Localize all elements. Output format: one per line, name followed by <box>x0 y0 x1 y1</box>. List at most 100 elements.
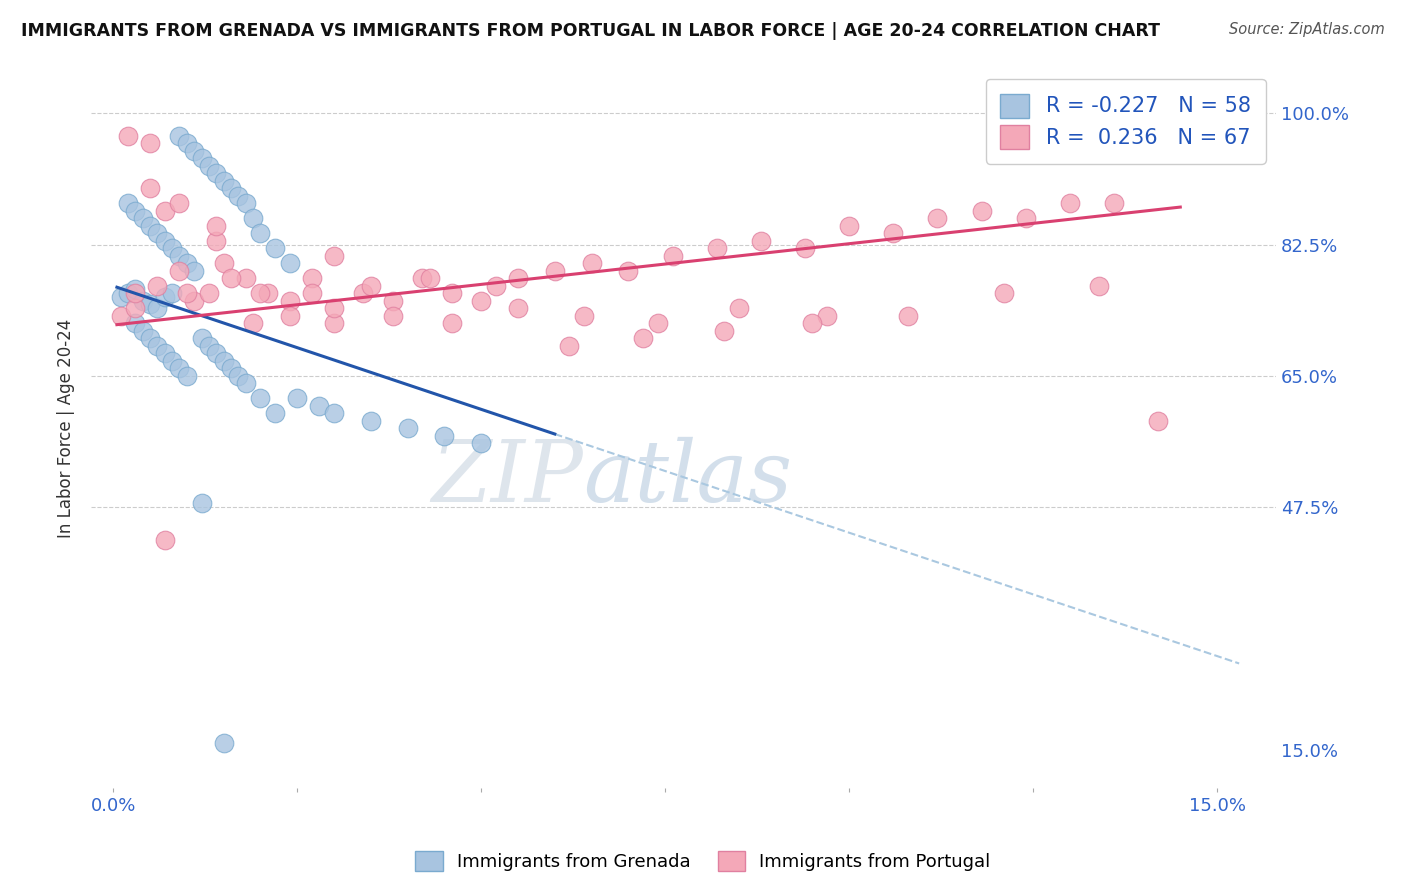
Point <box>183 293 205 308</box>
Point <box>1088 278 1111 293</box>
Text: atlas: atlas <box>583 437 792 520</box>
Point <box>124 316 146 330</box>
Point <box>323 406 346 420</box>
Point <box>219 271 242 285</box>
Point <box>198 286 221 301</box>
Text: Source: ZipAtlas.com: Source: ZipAtlas.com <box>1229 22 1385 37</box>
Point <box>153 234 176 248</box>
Point <box>228 189 250 203</box>
Point <box>249 286 271 301</box>
Point <box>396 421 419 435</box>
Point <box>574 309 596 323</box>
Point <box>713 324 735 338</box>
Point <box>153 290 176 304</box>
Point <box>360 413 382 427</box>
Point <box>235 196 257 211</box>
Point <box>558 338 581 352</box>
Point <box>706 241 728 255</box>
Point <box>219 361 242 376</box>
Point <box>131 211 153 226</box>
Point <box>433 428 456 442</box>
Point <box>301 271 323 285</box>
Point <box>146 278 169 293</box>
Point <box>153 203 176 218</box>
Point <box>749 234 772 248</box>
Point <box>285 391 308 405</box>
Point <box>794 241 817 255</box>
Point <box>219 181 242 195</box>
Point <box>617 264 640 278</box>
Point <box>117 286 139 301</box>
Point <box>249 391 271 405</box>
Point <box>360 278 382 293</box>
Point <box>212 736 235 750</box>
Point <box>183 144 205 158</box>
Point <box>212 256 235 270</box>
Point <box>153 346 176 360</box>
Point <box>419 271 441 285</box>
Point <box>139 136 162 151</box>
Point <box>470 436 492 450</box>
Text: IMMIGRANTS FROM GRENADA VS IMMIGRANTS FROM PORTUGAL IN LABOR FORCE | AGE 20-24 C: IMMIGRANTS FROM GRENADA VS IMMIGRANTS FR… <box>21 22 1160 40</box>
Point <box>205 166 228 180</box>
Point <box>993 286 1015 301</box>
Point <box>205 219 228 233</box>
Y-axis label: In Labor Force | Age 20-24: In Labor Force | Age 20-24 <box>58 318 75 538</box>
Point <box>169 249 191 263</box>
Legend: R = -0.227   N = 58, R =  0.236   N = 67: R = -0.227 N = 58, R = 0.236 N = 67 <box>986 78 1265 163</box>
Point <box>139 219 162 233</box>
Point <box>146 227 169 241</box>
Point <box>440 316 463 330</box>
Point <box>411 271 433 285</box>
Legend: Immigrants from Grenada, Immigrants from Portugal: Immigrants from Grenada, Immigrants from… <box>408 844 998 879</box>
Point <box>183 264 205 278</box>
Point <box>440 286 463 301</box>
Point <box>381 309 404 323</box>
Point <box>169 128 191 143</box>
Point <box>117 128 139 143</box>
Point <box>278 293 301 308</box>
Point <box>631 331 654 345</box>
Point <box>235 271 257 285</box>
Point <box>160 241 183 255</box>
Point <box>190 152 212 166</box>
Point <box>242 316 264 330</box>
Point <box>124 283 146 297</box>
Point <box>235 376 257 390</box>
Text: ZIP: ZIP <box>432 437 583 520</box>
Point <box>838 219 860 233</box>
Point <box>815 309 838 323</box>
Point <box>205 234 228 248</box>
Point <box>381 293 404 308</box>
Point <box>153 533 176 548</box>
Point <box>308 399 330 413</box>
Point <box>256 286 278 301</box>
Point <box>506 301 529 316</box>
Point <box>1059 196 1081 211</box>
Point <box>727 301 749 316</box>
Point <box>581 256 603 270</box>
Point <box>212 353 235 368</box>
Point <box>169 361 191 376</box>
Point <box>205 346 228 360</box>
Point <box>897 309 920 323</box>
Point <box>242 211 264 226</box>
Point <box>485 278 508 293</box>
Point <box>190 331 212 345</box>
Point <box>647 316 669 330</box>
Point <box>124 286 146 301</box>
Point <box>169 196 191 211</box>
Point <box>124 203 146 218</box>
Point <box>169 264 191 278</box>
Point <box>110 290 132 304</box>
Point <box>927 211 949 226</box>
Point <box>139 181 162 195</box>
Point <box>212 174 235 188</box>
Point <box>278 309 301 323</box>
Point <box>352 286 374 301</box>
Point <box>544 264 567 278</box>
Point <box>110 309 132 323</box>
Point <box>139 297 162 311</box>
Point <box>198 159 221 173</box>
Point <box>264 241 287 255</box>
